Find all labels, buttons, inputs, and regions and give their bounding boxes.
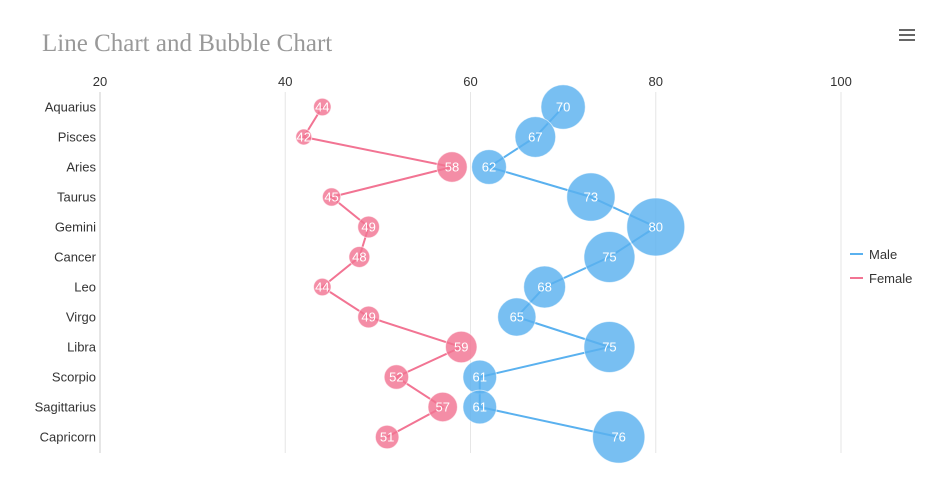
data-label-female: 57: [435, 400, 449, 415]
data-label-male: 80: [649, 220, 663, 235]
y-tick-label: Capricorn: [40, 430, 96, 445]
bubble-female[interactable]: [436, 151, 468, 183]
bubble-male[interactable]: [514, 116, 557, 158]
x-tick-label: 20: [93, 74, 107, 89]
bubble-male[interactable]: [471, 149, 507, 185]
hamburger-menu-icon[interactable]: [896, 26, 918, 46]
y-tick-label: Sagittarius: [35, 400, 97, 415]
x-tick-label: 80: [649, 74, 663, 89]
data-label-female: 52: [389, 370, 403, 385]
series-line-female: [302, 106, 464, 438]
y-tick-label: Scorpio: [52, 370, 96, 385]
data-label-male: 75: [602, 250, 616, 265]
chart-title: Line Chart and Bubble Chart: [42, 30, 333, 57]
legend: Male Female: [850, 242, 912, 290]
bubble-male[interactable]: [540, 84, 586, 130]
y-tick-label: Gemini: [55, 220, 96, 235]
data-label-male: 73: [584, 190, 598, 205]
bubble-female[interactable]: [295, 128, 313, 146]
data-label-male: 61: [473, 370, 487, 385]
menu-bar: [899, 29, 915, 31]
legend-label-male: Male: [869, 246, 898, 262]
data-label-male: 76: [611, 430, 625, 445]
bubble-male[interactable]: [462, 389, 498, 425]
data-label-female: 51: [380, 430, 394, 445]
legend-item-male[interactable]: Male: [850, 242, 912, 266]
menu-bar: [899, 39, 915, 41]
bubble-male[interactable]: [626, 197, 686, 257]
y-tick-label: Cancer: [54, 250, 97, 265]
data-label-female: 44: [315, 100, 329, 115]
bubble-female[interactable]: [313, 97, 332, 117]
bubble-male[interactable]: [523, 265, 567, 309]
data-label-male: 61: [473, 400, 487, 415]
bubble-female[interactable]: [374, 424, 400, 450]
data-label-female: 42: [297, 130, 311, 145]
data-label-male: 67: [528, 130, 542, 145]
data-label-male: 65: [510, 310, 524, 325]
x-tick-label: 100: [830, 74, 852, 89]
bubble-female[interactable]: [444, 330, 478, 364]
menu-bar: [899, 34, 915, 36]
bubble-male[interactable]: [497, 297, 537, 337]
legend-swatch-male: [850, 253, 863, 255]
bubble-male[interactable]: [583, 231, 636, 283]
bubble-female[interactable]: [321, 187, 342, 207]
y-tick-label: Libra: [67, 340, 97, 355]
bubble-male[interactable]: [566, 172, 616, 222]
data-label-female: 49: [361, 220, 375, 235]
x-tick-label: 60: [463, 74, 477, 89]
bubble-female[interactable]: [348, 246, 371, 268]
bubble-female[interactable]: [357, 215, 380, 239]
legend-item-female[interactable]: Female: [850, 266, 912, 290]
legend-swatch-female: [850, 277, 863, 279]
data-label-female: 49: [361, 310, 375, 325]
y-tick-label: Virgo: [66, 310, 96, 325]
data-label-female: 44: [315, 280, 329, 295]
data-label-female: 45: [324, 190, 338, 205]
data-label-male: 62: [482, 160, 496, 175]
data-label-female: 48: [352, 250, 366, 265]
bubble-female[interactable]: [383, 364, 410, 390]
data-label-female: 59: [454, 340, 468, 355]
bubble-male[interactable]: [592, 410, 646, 464]
data-label-male: 68: [537, 280, 551, 295]
bubble-female[interactable]: [357, 305, 380, 329]
y-tick-label: Aries: [66, 160, 96, 175]
data-label-female: 58: [445, 160, 459, 175]
y-tick-label: Pisces: [58, 130, 97, 145]
legend-label-female: Female: [869, 270, 913, 286]
bubble-female[interactable]: [313, 277, 332, 297]
bubble-female[interactable]: [427, 391, 458, 423]
data-label-male: 70: [556, 100, 570, 115]
y-tick-label: Aquarius: [45, 100, 97, 115]
bubble-male[interactable]: [583, 321, 636, 373]
data-label-male: 75: [602, 340, 616, 355]
x-tick-label: 40: [278, 74, 292, 89]
y-tick-label: Taurus: [57, 190, 97, 205]
y-tick-label: Leo: [74, 280, 96, 295]
